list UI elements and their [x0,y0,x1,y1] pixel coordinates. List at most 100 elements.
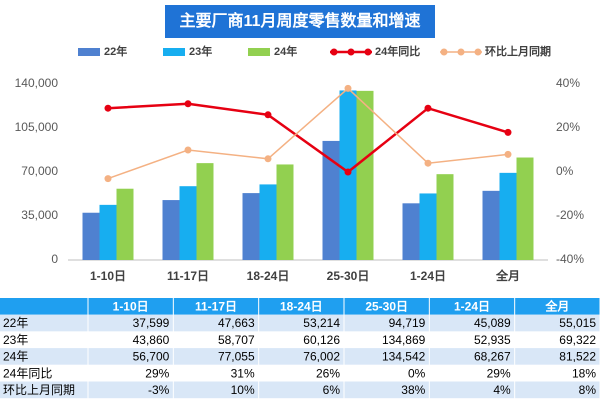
y-tick-label: 140,000 [15,76,59,90]
legend-swatch [440,48,448,56]
bar [116,188,134,260]
table-cell: 10% [231,383,255,397]
bar [402,203,420,260]
legend-swatch [163,48,185,56]
bar [499,172,517,260]
legend-swatch [347,48,355,56]
table-cell: 29% [487,366,511,380]
x-tick-label: 18-24日 [247,269,290,283]
table-cell: 53,214 [303,316,340,330]
table-row [0,364,600,382]
legend-swatch [78,48,100,56]
table-cell: 37,599 [133,316,170,330]
line-marker [184,100,192,108]
bar [196,163,214,260]
table-header-cell: 18-24日 [280,300,323,314]
table-row [0,348,600,365]
legend-label: 22年 [104,44,127,58]
table-row [0,331,600,349]
bar [242,193,260,260]
line-marker [424,104,432,112]
legend-label: 24年同比 [375,44,420,58]
y-tick-label: 105,000 [15,120,59,134]
table-cell: 69,322 [559,333,596,347]
x-tick-label: 1-10日 [90,269,126,283]
table-header-cell: 25-30日 [365,300,408,314]
bar [99,204,117,260]
table-cell: 77,055 [218,350,255,364]
table-cell: 45,089 [474,316,511,330]
table-cell: 81,522 [559,350,596,364]
line-marker [264,111,272,119]
table-cell: 68,267 [474,350,511,364]
x-tick-label: 1-24日 [410,269,446,283]
table-cell: 6% [323,383,341,397]
legend-swatch [330,48,338,56]
x-tick-label: 全月 [495,268,520,283]
table-cell: 43,860 [133,333,170,347]
table-cell: 18% [572,366,596,380]
legend-label: 23年 [189,44,212,58]
y-tick-label: 70,000 [21,164,58,178]
bar [276,164,294,260]
table-row-label: 22年 [3,316,28,330]
bar [82,212,100,260]
line-marker [424,159,432,167]
bar [419,193,437,260]
table-cell: 60,126 [303,333,340,347]
x-tick-label: 25-30日 [327,269,370,283]
table-cell: 56,700 [133,350,170,364]
table-cell: -3% [148,383,170,397]
legend-label: 24年 [274,44,297,58]
line-marker [344,168,352,176]
line [107,87,509,180]
line-marker [104,175,112,183]
y2-tick-label: -40% [556,252,584,266]
table-cell: 76,002 [303,350,340,364]
bar [322,140,340,260]
bar [356,90,374,261]
bar [179,186,197,260]
table-cell: 38% [401,383,425,397]
legend-swatch [457,48,465,56]
legend-swatch [248,48,270,56]
table-row-label: 24年 [3,350,28,364]
table-row-label: 24年同比 [3,366,52,380]
title-box [165,5,435,38]
y-tick-label: 0 [51,252,58,266]
table-row-label: 23年 [3,333,28,347]
table-cell: 0% [408,366,426,380]
line [107,102,509,174]
line-marker [504,150,512,158]
line-marker [264,155,272,163]
line-marker [344,84,352,92]
table-cell: 26% [316,366,340,380]
line-marker [104,104,112,112]
table-row [0,381,600,399]
legend-swatch [474,48,482,56]
y2-tick-label: 0% [556,164,574,178]
y2-tick-label: -20% [556,208,584,222]
bar [162,200,180,260]
table-header-cell: 1-10日 [113,300,149,314]
table-cell: 52,935 [474,333,511,347]
bar [259,184,277,260]
table-header [0,298,600,315]
table-cell: 29% [145,366,169,380]
y2-tick-label: 40% [556,76,580,90]
bar [436,174,454,260]
table-row [0,314,600,332]
y-tick-label: 35,000 [21,208,58,222]
table-cell: 8% [579,383,597,397]
legend-label: 环比上月同期 [485,44,551,58]
y2-tick-label: 20% [556,120,580,134]
table-cell: 134,542 [382,350,426,364]
bar [516,157,534,260]
x-tick-label: 11-17日 [167,269,209,283]
table-cell: 47,663 [218,316,255,330]
table-header-cell: 全月 [544,299,569,314]
chart-title: 主要厂商11月周度零售数量和增速 [180,11,421,30]
table-header-cell: 1-24日 [454,300,490,314]
